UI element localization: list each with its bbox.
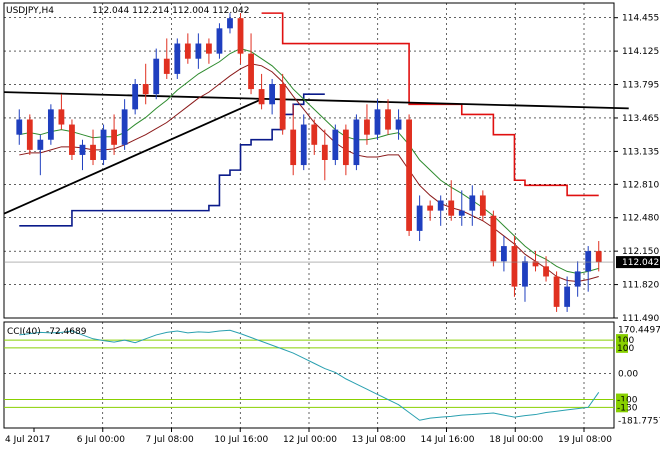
- cci-line: [19, 329, 600, 421]
- time-tick-label: 18 Jul 00:00: [489, 435, 543, 445]
- candle-body: [501, 246, 507, 262]
- candle-body: [553, 276, 560, 307]
- candle-body: [69, 124, 75, 155]
- candle-body: [121, 109, 128, 145]
- time-tick-label: 7 Jul 08:00: [146, 435, 195, 445]
- candle-body: [385, 109, 391, 130]
- candle-body: [237, 18, 244, 54]
- candle-body: [206, 43, 212, 54]
- candle-body: [258, 89, 265, 105]
- cci-title: CCI(40): [7, 327, 41, 337]
- candle-body: [332, 129, 339, 160]
- candle-body: [111, 129, 117, 145]
- candle-body: [163, 58, 170, 74]
- candle-body: [16, 119, 23, 135]
- price-tick-label: 113.135: [622, 147, 659, 157]
- candle-body: [543, 266, 549, 277]
- price-tick-label: 112.150: [622, 247, 659, 257]
- cci-tick-label: -100: [617, 396, 638, 406]
- candle-body: [37, 139, 44, 150]
- candle-body: [479, 195, 486, 216]
- candle-body: [574, 271, 581, 287]
- cci-tick-label: 100: [617, 344, 634, 354]
- cci-tick-label: -181.7757: [618, 417, 660, 427]
- candle-body: [269, 84, 276, 105]
- candle-body: [311, 124, 318, 145]
- candle-body: [458, 210, 465, 216]
- candle-body: [142, 84, 149, 95]
- time-tick-label: 12 Jul 00:00: [283, 435, 337, 445]
- cci-level-tag: [616, 334, 628, 346]
- candle-body: [132, 84, 139, 110]
- candle-body: [427, 205, 434, 211]
- cci-level-tag: [616, 341, 628, 353]
- cci-tick-label: -130: [617, 403, 638, 413]
- price-tick-label: 112.480: [622, 214, 659, 224]
- candle-body: [153, 58, 160, 95]
- price-tick-label: 112.810: [622, 180, 659, 190]
- candle-body: [532, 261, 539, 267]
- candle-body: [585, 251, 592, 272]
- candle-body: [448, 200, 455, 216]
- candle-body: [353, 119, 360, 166]
- candle-body: [511, 246, 518, 287]
- candle-body: [395, 119, 402, 130]
- price-tick-label: 111.820: [622, 281, 659, 291]
- cci-tick-label: 0.00: [618, 370, 638, 380]
- time-tick-label: 10 Jul 16:00: [214, 435, 268, 445]
- price-tick-label: 114.455: [622, 14, 659, 24]
- time-tick-label: 14 Jul 16:00: [421, 435, 475, 445]
- current-price-label: 112.042: [622, 258, 659, 268]
- cci-tick-label: 100: [617, 336, 634, 346]
- candle-body: [364, 119, 370, 135]
- candle-body: [416, 205, 423, 231]
- time-tick-label: 13 Jul 08:00: [352, 435, 406, 445]
- candle-body: [79, 144, 86, 155]
- chart-title: USDJPY,H4: [6, 6, 54, 16]
- price-tick-label: 113.795: [622, 81, 659, 91]
- candle-body: [437, 200, 444, 211]
- candle-body: [195, 43, 202, 59]
- candle-body: [564, 286, 571, 307]
- cci-level-tag: [616, 401, 628, 413]
- price-tick-label: 111.490: [622, 314, 659, 324]
- price-tick-label: 114.125: [622, 47, 659, 57]
- candle-body: [248, 53, 254, 90]
- candle-body: [279, 84, 286, 130]
- candle-body: [174, 43, 181, 74]
- candle-body: [490, 215, 497, 262]
- candle-body: [184, 43, 191, 59]
- candle-body: [216, 28, 223, 54]
- candle-body: [469, 195, 476, 211]
- candle-body: [321, 144, 328, 160]
- candle-body: [227, 18, 233, 29]
- ohlc-values: 112.044 112.214 112.004 112.042: [92, 6, 249, 16]
- candle-body: [47, 109, 54, 140]
- current-price-box: [616, 256, 660, 269]
- cci-level-tag: [616, 393, 628, 405]
- candle-body: [100, 129, 107, 160]
- candle-body: [90, 144, 96, 160]
- support-trendline: [3, 98, 262, 215]
- time-tick-label: 4 Jul 2017: [5, 435, 50, 445]
- cci-value: -72.4689: [46, 327, 87, 337]
- price-tick-label: 113.465: [622, 114, 659, 124]
- time-tick-label: 6 Jul 00:00: [77, 435, 126, 445]
- candle-body: [374, 109, 381, 135]
- time-tick-label: 19 Jul 08:00: [558, 435, 612, 445]
- candle-body: [522, 261, 528, 287]
- candle-body: [406, 119, 412, 231]
- ma-slow-line: [19, 63, 599, 283]
- candle-body: [595, 251, 602, 263]
- cci-tick-label: 170.4497: [618, 326, 660, 336]
- candle-body: [26, 119, 33, 150]
- candle-body: [342, 129, 349, 166]
- resistance-trendline: [3, 91, 629, 110]
- candle-body: [300, 124, 307, 166]
- candle-body: [290, 129, 297, 166]
- candle-body: [58, 109, 65, 125]
